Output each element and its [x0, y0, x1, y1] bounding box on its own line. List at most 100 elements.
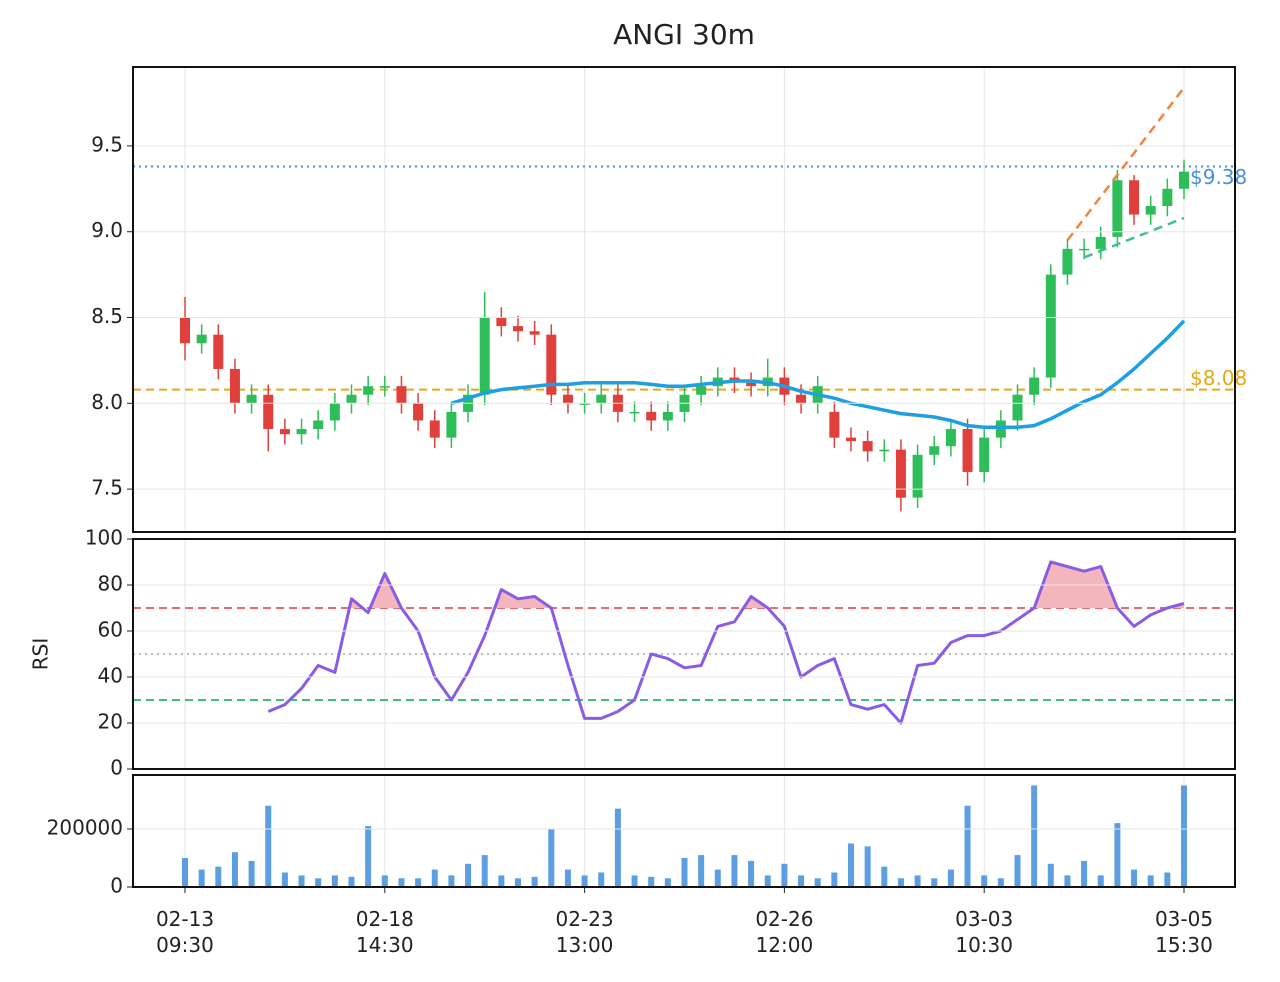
candle-body [1162, 188, 1173, 206]
y-tick-label: 80 [98, 572, 123, 596]
volume-bar [231, 852, 238, 887]
volume-bar [298, 875, 305, 887]
candle-body [1045, 274, 1056, 378]
candle-body [1095, 236, 1106, 249]
volume-bar [614, 808, 621, 887]
volume-bar [198, 869, 205, 887]
volume-bar [548, 828, 555, 887]
volume-bar [664, 878, 671, 887]
volume-bar [431, 869, 438, 887]
reference-label: $8.08 [1190, 366, 1247, 390]
volume-bar [398, 878, 405, 887]
candle-body [413, 403, 424, 421]
volume-bar [265, 805, 272, 887]
candle-body [895, 449, 906, 498]
candle-body [1129, 180, 1140, 215]
x-tick-label: 02-18 14:30 [355, 907, 414, 957]
volume-bar [781, 863, 788, 887]
volume-bar [564, 869, 571, 887]
volume-bar [1081, 860, 1088, 887]
volume-bar [764, 875, 771, 887]
candle-body [929, 446, 940, 455]
candle-body [1062, 248, 1073, 275]
panel [133, 560, 1235, 725]
y-tick-label: 7.5 [91, 476, 123, 500]
volume-bar [997, 878, 1004, 887]
candle-body [246, 394, 257, 404]
volume-bar [365, 826, 372, 887]
y-tick-label: 40 [98, 664, 123, 688]
volume-bar [598, 872, 605, 887]
candle-body [962, 429, 973, 472]
volume-bar [947, 869, 954, 887]
volume-bar [215, 866, 222, 887]
x-tick-label: 02-13 09:30 [155, 907, 215, 957]
panel [133, 86, 1235, 512]
candle-body [296, 429, 307, 435]
volume-bar [897, 878, 904, 887]
candle-body [879, 449, 890, 452]
x-tick-label: 02-23 13:00 [555, 907, 614, 957]
x-tick-label: 03-05 15:30 [1154, 907, 1214, 957]
volume-bar [415, 878, 422, 887]
y-tick-label: 0 [110, 874, 123, 898]
y-tick-label: 9.0 [91, 218, 123, 242]
candle-body [1179, 171, 1189, 189]
overbought-fill [268, 562, 1184, 608]
volume-bar [1047, 863, 1054, 887]
volume-bar [1031, 785, 1038, 887]
candle-body [1112, 180, 1123, 237]
candle-body [496, 317, 507, 327]
trend-line [1066, 86, 1185, 242]
y-tick-label: 8.5 [91, 304, 123, 328]
candle-body [363, 386, 374, 395]
candle-body [829, 411, 840, 438]
candle-body [313, 420, 324, 430]
candle-body [912, 454, 923, 498]
candle-body [396, 386, 407, 404]
candle-body [263, 394, 274, 430]
volume-bar [481, 855, 488, 887]
candle-body [796, 394, 807, 404]
panel-frame [132, 774, 1236, 888]
volume-bar [515, 878, 521, 887]
volume-bar [1014, 855, 1021, 887]
volume-bar [831, 872, 838, 887]
candle-body [662, 411, 673, 421]
volume-bar [1164, 872, 1171, 887]
volume-bar [631, 875, 638, 887]
moving-average-line [450, 319, 1186, 430]
volume-bar [931, 878, 938, 887]
volume-bar [248, 860, 255, 887]
volume-bar [182, 857, 188, 887]
volume-bar [581, 875, 588, 887]
candle-body [979, 437, 990, 472]
trend-line [1083, 216, 1185, 259]
volume-bar [914, 875, 921, 887]
y-tick-label: 100 [85, 526, 123, 550]
candle-body [429, 420, 440, 438]
volume-bar [448, 875, 455, 887]
volume-bar [1147, 875, 1154, 887]
volume-bar [315, 878, 322, 887]
candle-body [513, 326, 523, 332]
panel-frame [132, 538, 1236, 770]
y-tick-label: 200000 [47, 815, 123, 839]
volume-bar [498, 875, 505, 887]
volume-bar [964, 805, 971, 887]
candle-body [213, 334, 224, 369]
volume-bar [731, 855, 738, 887]
candle-body [746, 382, 757, 387]
panel-frame [132, 66, 1236, 533]
volume-bar [681, 857, 688, 887]
volume-bar [531, 876, 538, 887]
candle-body [646, 411, 657, 421]
candle-body [1079, 248, 1090, 251]
volume-bar [1114, 823, 1121, 887]
y-tick-label: 60 [98, 618, 123, 642]
y-tick-label: 0 [110, 756, 123, 780]
candle-body [846, 437, 856, 442]
volume-bar [648, 876, 655, 887]
volume-bar [981, 875, 988, 887]
